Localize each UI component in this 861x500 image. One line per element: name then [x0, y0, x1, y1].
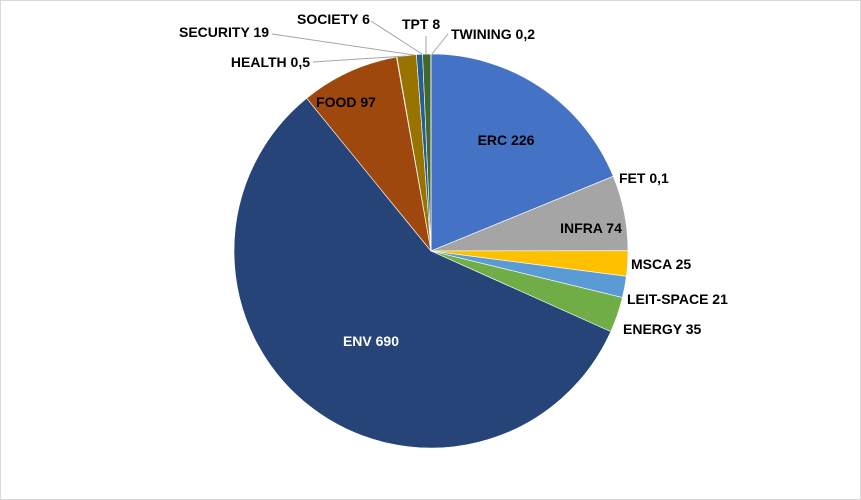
pie-slice-env	[233, 97, 612, 449]
data-label-fet: FET 0,1	[619, 170, 669, 186]
data-label-msca: MSCA 25	[631, 256, 691, 272]
leader-line-health	[312, 55, 407, 63]
data-label-food: FOOD 97	[316, 94, 376, 110]
pie-slice-food	[306, 56, 432, 253]
leader-line-twining	[431, 33, 449, 55]
leader-line-society	[370, 20, 423, 55]
data-label-society: SOCIETY 6	[297, 11, 370, 27]
data-label-env: ENV 690	[343, 333, 399, 349]
pie-slice-erc	[430, 53, 614, 252]
data-label-tpt: TPT 8	[402, 16, 440, 32]
data-label-erc: ERC 226	[478, 132, 535, 148]
data-label-leit-space: LEIT-SPACE 21	[627, 291, 728, 307]
data-label-twining: TWINING 0,2	[451, 26, 535, 42]
data-label-energy: ENERGY 35	[623, 321, 702, 337]
leader-line-security	[271, 33, 415, 56]
data-label-health: HEALTH 0,5	[231, 54, 310, 70]
data-label-infra: INFRA 74	[560, 220, 622, 236]
data-label-security: SECURITY 19	[179, 24, 269, 40]
